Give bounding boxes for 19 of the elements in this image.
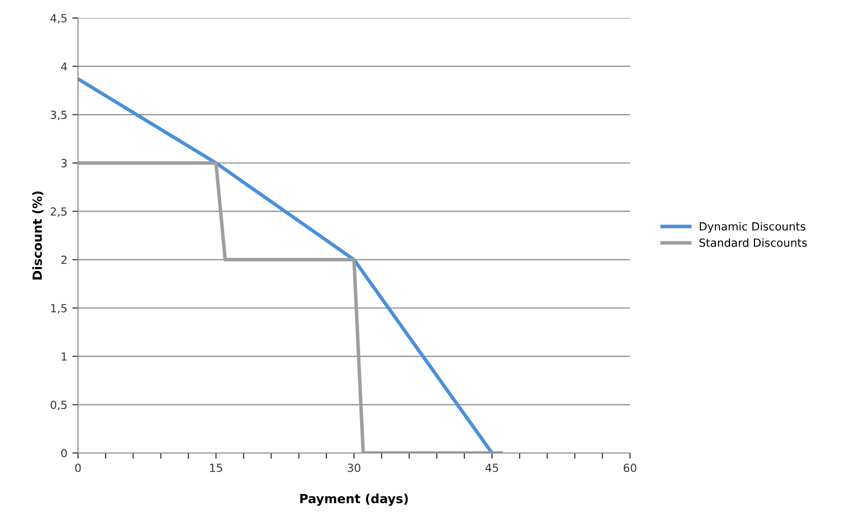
legend-label: Dynamic Discounts <box>700 222 806 233</box>
y-tick-label: 3,5 <box>50 110 67 120</box>
y-tick-label: 4 <box>61 62 67 71</box>
x-tick-label: 0 <box>75 464 81 472</box>
legend-label: Standard Discounts <box>699 238 807 247</box>
y-tick-label: 2 <box>61 256 66 264</box>
y-tick-label: 2,5 <box>50 207 67 217</box>
x-tick-label: 15 <box>210 464 222 472</box>
y-axis-title: Discount (%) <box>32 191 44 280</box>
y-tick-label: 1 <box>62 352 67 361</box>
y-tick-label: 0,5 <box>50 400 67 410</box>
y-tick-label: 0 <box>61 448 67 458</box>
y-tick-label: 3 <box>61 158 67 168</box>
x-tick-label: 30 <box>348 464 360 472</box>
x-axis-title: Payment (days) <box>300 494 408 506</box>
y-tick-label: 1,5 <box>51 304 67 314</box>
x-tick-label: 45 <box>485 464 498 472</box>
x-tick-label: 60 <box>624 464 636 472</box>
y-tick-label: 4,5 <box>50 14 67 24</box>
